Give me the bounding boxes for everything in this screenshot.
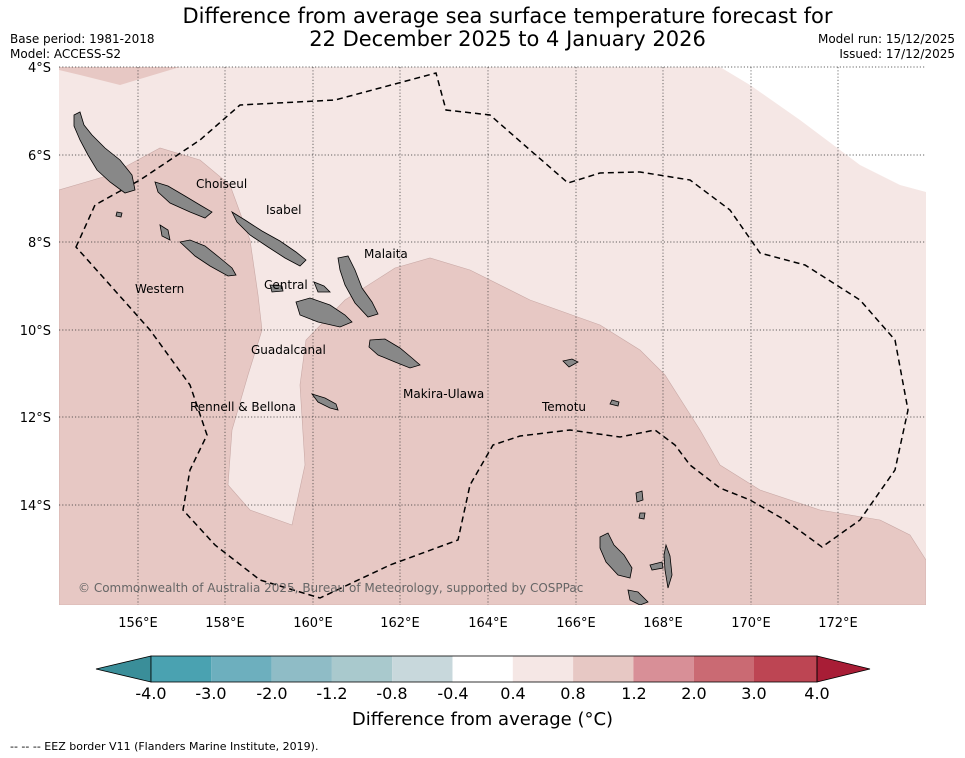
colorbar-segment <box>633 656 694 682</box>
lon-label: 170°E <box>731 616 771 631</box>
colorbar-segment <box>693 656 754 682</box>
eez-line <box>75 72 909 599</box>
eez-legend-footer: -- -- -- EEZ border V11 (Flanders Marine… <box>10 740 319 753</box>
province-label-choiseul: Choiseul <box>196 177 247 191</box>
landmasses <box>73 111 673 605</box>
colorbar-tick: -2.0 <box>256 684 287 703</box>
land-makira <box>368 338 421 369</box>
land-vella-lavella <box>159 224 171 241</box>
latitude-labels: 4°S 6°S 8°S 10°S 12°S 14°S <box>20 61 51 514</box>
land-rennell <box>310 393 339 411</box>
land-savo <box>313 281 331 293</box>
land-isabel <box>231 210 307 267</box>
colorbar-segment <box>512 656 574 682</box>
colorbar-tick: 3.0 <box>741 684 766 703</box>
lat-label: 12°S <box>20 411 51 426</box>
lon-label: 156°E <box>118 616 158 631</box>
colorbar-tick: -3.0 <box>195 684 226 703</box>
model-name: Model: ACCESS-S2 <box>10 47 122 61</box>
lon-label: 162°E <box>380 616 420 631</box>
land-santa-cruz <box>562 358 579 368</box>
lon-label: 160°E <box>293 616 333 631</box>
anomaly-field <box>59 67 926 605</box>
land-choiseul <box>154 181 213 219</box>
colorbar-right-arrow <box>816 655 871 683</box>
province-label-malaita: Malaita <box>364 247 408 261</box>
lat-label: 8°S <box>28 236 51 251</box>
colorbar-segment <box>271 656 332 682</box>
colorbar-tick-labels: -4.0 -3.0 -2.0 -1.2 -0.8 -0.4 0.4 0.8 1.… <box>135 684 829 703</box>
province-label-central: Central <box>264 278 308 292</box>
colorbar-segment <box>331 656 393 682</box>
land-guadalcanal <box>295 297 353 328</box>
colorbar-segment <box>211 656 272 682</box>
shade-upper-left <box>59 67 180 85</box>
land-banks <box>635 490 644 503</box>
colorbar-outline <box>150 655 818 683</box>
land-espiritu-santo <box>599 532 633 579</box>
lon-label: 164°E <box>468 616 508 631</box>
land-malekula <box>627 589 649 605</box>
map-title-line-1: Difference from average sea surface temp… <box>182 4 833 28</box>
eez-border <box>75 72 909 599</box>
graticule <box>59 66 926 605</box>
colorbar-tick: 4.0 <box>804 684 829 703</box>
meta-left: Base period: 1981-2018 Model: ACCESS-S2 <box>10 32 155 62</box>
model-run: Model run: 15/12/2025 <box>817 32 955 46</box>
land-new-georgia <box>179 239 237 277</box>
land-treasury <box>115 211 123 218</box>
lon-label: 168°E <box>643 616 683 631</box>
province-labels: Choiseul Isabel Malaita Western Central … <box>135 177 586 414</box>
copyright-notice: © Commonwealth of Australia 2025, Bureau… <box>78 581 583 595</box>
colorbar-segment <box>151 656 212 682</box>
colorbar-segment <box>452 656 513 682</box>
land-utupua <box>609 399 620 407</box>
meta-right: Model run: 15/12/2025 Issued: 17/12/2025 <box>818 32 955 62</box>
shade-neutral <box>720 67 926 192</box>
land-maewo <box>663 543 673 589</box>
colorbar-tick: 2.0 <box>681 684 706 703</box>
colorbar-tick: 0.4 <box>500 684 525 703</box>
colorbar-tick: -0.8 <box>376 684 407 703</box>
lon-label: 172°E <box>818 616 858 631</box>
land-malaita <box>337 255 379 318</box>
lon-label: 158°E <box>205 616 245 631</box>
province-label-isabel: Isabel <box>266 203 301 217</box>
colorbar-tick: -1.2 <box>316 684 347 703</box>
province-label-rennell-bellona: Rennell & Bellona <box>190 400 296 414</box>
shade-0p8-1p2 <box>59 147 926 605</box>
base-period: Base period: 1981-2018 <box>10 32 155 46</box>
lat-label: 4°S <box>28 61 51 76</box>
land-ambae <box>649 561 664 571</box>
colorbar-tick: -4.0 <box>135 684 166 703</box>
map-title-line-2: 22 December 2025 to 4 January 2026 <box>309 27 706 51</box>
province-label-guadalcanal: Guadalcanal <box>251 343 326 357</box>
colorbar-tick: 1.2 <box>621 684 646 703</box>
colorbar-left-arrow <box>95 655 152 683</box>
land-nggela <box>269 284 284 293</box>
colorbar-segment <box>754 656 817 682</box>
lat-label: 6°S <box>28 149 51 164</box>
issued-date: Issued: 17/12/2025 <box>839 47 955 61</box>
colorbar-segment <box>392 656 453 682</box>
land-torres <box>638 512 646 520</box>
colorbar-tick: 0.8 <box>560 684 585 703</box>
province-label-western: Western <box>135 282 184 296</box>
longitude-labels: 156°E 158°E 160°E 162°E 164°E 166°E 168°… <box>118 616 858 631</box>
province-label-makira-ulawa: Makira-Ulawa <box>403 387 484 401</box>
colorbar-title: Difference from average (°C) <box>351 709 614 730</box>
colorbar <box>95 655 871 683</box>
land-bougainville <box>73 111 136 194</box>
lat-label: 10°S <box>20 324 51 339</box>
lat-label: 14°S <box>20 499 51 514</box>
colorbar-tick: -0.4 <box>437 684 468 703</box>
lon-label: 166°E <box>556 616 596 631</box>
colorbar-segment <box>573 656 634 682</box>
province-label-temotu: Temotu <box>541 400 586 414</box>
